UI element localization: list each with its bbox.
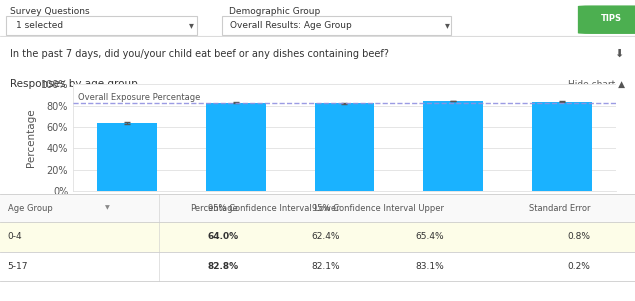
Y-axis label: Percentage: Percentage [27, 108, 36, 167]
Text: 83.1%: 83.1% [416, 262, 444, 271]
Text: Overall Exposure Percentage: Overall Exposure Percentage [79, 93, 201, 102]
Bar [97, 123, 157, 191]
FancyBboxPatch shape [6, 16, 197, 35]
Text: TIPS: TIPS [601, 14, 622, 23]
Bar [531, 102, 592, 191]
Text: Overall Results: Age Group: Overall Results: Age Group [230, 21, 352, 30]
Bar [314, 104, 375, 191]
Text: ▼: ▼ [105, 206, 109, 211]
FancyBboxPatch shape [578, 5, 635, 34]
Text: 5-17: 5-17 [8, 262, 28, 271]
Text: 64.0%: 64.0% [207, 232, 238, 241]
Text: Percentage: Percentage [190, 204, 238, 213]
Text: Survey Questions: Survey Questions [10, 7, 89, 16]
Text: 65.4%: 65.4% [416, 232, 444, 241]
Text: 95% Confidence Interval Lower: 95% Confidence Interval Lower [208, 204, 340, 213]
Text: Hide chart ▲: Hide chart ▲ [568, 80, 625, 89]
Text: 1 selected: 1 selected [16, 21, 63, 30]
Text: Responses by age group: Responses by age group [10, 79, 137, 89]
Text: ▾: ▾ [189, 20, 194, 30]
FancyBboxPatch shape [222, 16, 451, 35]
Text: Demographic Group: Demographic Group [229, 7, 320, 16]
Text: Age Group: Age Group [8, 204, 52, 213]
Bar [206, 103, 266, 191]
Text: 0-4: 0-4 [8, 232, 22, 241]
Bar [423, 101, 483, 191]
Text: 62.4%: 62.4% [311, 232, 340, 241]
X-axis label: Age Group: Age Group [317, 210, 372, 220]
Text: Standard Error: Standard Error [529, 204, 591, 213]
Text: ⬇: ⬇ [614, 49, 624, 59]
Text: 95% Confidence Interval Upper: 95% Confidence Interval Upper [312, 204, 444, 213]
Text: 82.1%: 82.1% [311, 262, 340, 271]
FancyBboxPatch shape [0, 194, 635, 222]
Text: 82.8%: 82.8% [207, 262, 238, 271]
Text: ▾: ▾ [444, 20, 450, 30]
Text: 0.2%: 0.2% [568, 262, 591, 271]
Text: 0.8%: 0.8% [568, 232, 591, 241]
FancyBboxPatch shape [0, 222, 635, 252]
Text: In the past 7 days, did you/your child eat beef or any dishes containing beef?: In the past 7 days, did you/your child e… [10, 49, 389, 59]
